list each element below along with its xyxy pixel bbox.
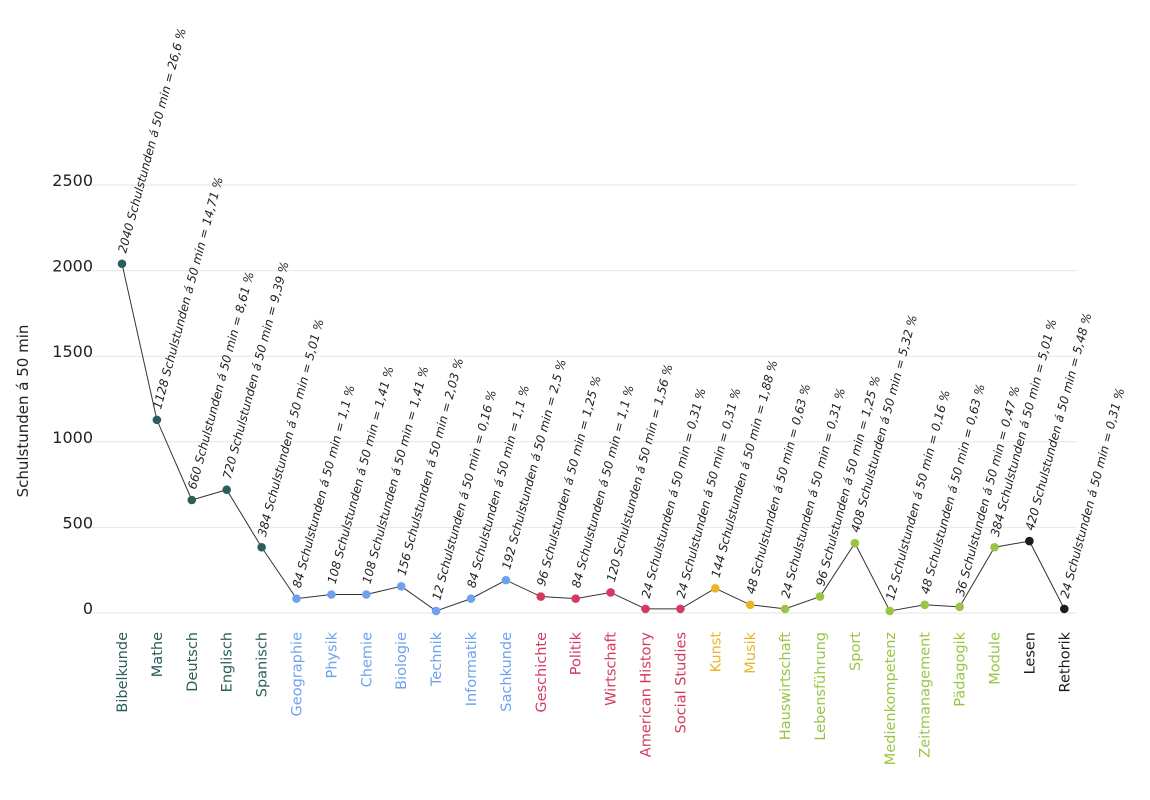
data-point[interactable] <box>152 415 162 425</box>
data-points <box>117 259 1069 616</box>
data-label: 2040 Schulstunden á 50 min = 26,6 % <box>115 27 189 255</box>
data-point[interactable] <box>501 575 511 585</box>
data-point[interactable] <box>292 594 301 603</box>
x-tick-label: Rethorik <box>1057 631 1073 692</box>
data-label: 24 Schulstunden á 50 min = 0,31 % <box>1058 386 1128 599</box>
x-tick-label: Geschichte <box>534 632 550 713</box>
y-axis-ticks: 0 500 1000 1500 2000 2500 <box>52 171 93 618</box>
y-axis-label: Schulstunden á 50 min <box>14 325 32 498</box>
y-tick-label-1500: 1500 <box>52 342 93 361</box>
series-line <box>121 263 1065 612</box>
data-point[interactable] <box>257 542 266 552</box>
data-point[interactable] <box>850 538 860 548</box>
x-tick-label: Politik <box>569 631 585 675</box>
y-tick-label-1000: 1000 <box>52 428 93 447</box>
data-point[interactable] <box>1025 536 1034 546</box>
data-point[interactable] <box>606 588 615 597</box>
x-tick-label: Social Studies <box>673 632 689 733</box>
data-point[interactable] <box>711 584 720 593</box>
x-tick-label: Physik <box>324 631 340 678</box>
x-axis-ticks: Bibelkunde Mathe Deutsch Englisch Spanisch Ge… <box>115 631 1073 765</box>
data-point[interactable] <box>780 604 790 614</box>
x-tick-label: Lesen <box>1022 632 1038 674</box>
x-tick-label: Spanisch <box>255 632 271 697</box>
data-point[interactable] <box>885 606 895 616</box>
x-tick-label: Biologie <box>394 632 410 690</box>
x-tick-label: American History <box>639 632 655 758</box>
y-tick-label-500: 500 <box>62 513 93 532</box>
x-tick-label: Zeitmanagement <box>918 632 934 758</box>
x-tick-label: Hauswirtschaft <box>778 632 794 741</box>
data-point[interactable] <box>676 604 685 614</box>
data-point[interactable] <box>466 594 476 603</box>
data-point[interactable] <box>920 600 929 610</box>
data-point[interactable] <box>745 600 755 610</box>
x-tick-label: Sachkunde <box>499 632 515 712</box>
data-point[interactable] <box>327 590 336 599</box>
x-tick-label: Sport <box>848 632 864 671</box>
data-point[interactable] <box>990 542 999 552</box>
data-labels: 2040 Schulstunden á 50 min = 26,6 %1128 … <box>115 27 1127 602</box>
x-tick-label: Geographie <box>290 632 306 717</box>
data-label: 108 Schulstunden á 50 min = 1,41 % <box>325 365 397 586</box>
data-point[interactable] <box>222 485 231 495</box>
data-point[interactable] <box>431 606 441 616</box>
data-point[interactable] <box>1060 604 1069 614</box>
data-point[interactable] <box>362 590 371 599</box>
x-tick-label: Chemie <box>359 632 375 687</box>
x-tick-label: Deutsch <box>185 632 201 692</box>
data-point[interactable] <box>187 495 197 505</box>
y-tick-label-0: 0 <box>83 599 93 618</box>
x-tick-label: Informatik <box>464 631 480 706</box>
x-tick-label: Medienkompetenz <box>883 632 899 765</box>
grid-lines <box>90 184 1077 614</box>
data-label: 48 Schulstunden á 50 min = 0,63 % <box>918 382 988 595</box>
x-tick-label: Pädagogik <box>953 631 969 706</box>
data-point[interactable] <box>536 592 546 601</box>
series-line-group <box>121 263 1065 612</box>
x-tick-label: Lebensführung <box>813 632 829 741</box>
data-point[interactable] <box>815 592 825 601</box>
y-tick-label-2500: 2500 <box>52 171 93 190</box>
data-point[interactable] <box>955 602 964 612</box>
data-point[interactable] <box>641 604 650 614</box>
x-tick-label: Englisch <box>220 632 236 692</box>
x-tick-label: Technik <box>429 631 445 687</box>
data-point[interactable] <box>571 594 580 603</box>
x-tick-label: Bibelkunde <box>115 632 131 713</box>
x-tick-label: Mathe <box>150 632 166 677</box>
x-tick-label: Wirtschaft <box>604 632 620 706</box>
x-tick-label: Kunst <box>708 632 724 673</box>
x-tick-label: Module <box>988 632 1004 685</box>
y-tick-label-2000: 2000 <box>52 257 93 276</box>
data-label: 12 Schulstunden á 50 min = 0,16 % <box>883 389 953 602</box>
data-point[interactable] <box>396 581 406 591</box>
data-point[interactable] <box>117 259 127 269</box>
x-tick-label: Musik <box>743 631 759 673</box>
